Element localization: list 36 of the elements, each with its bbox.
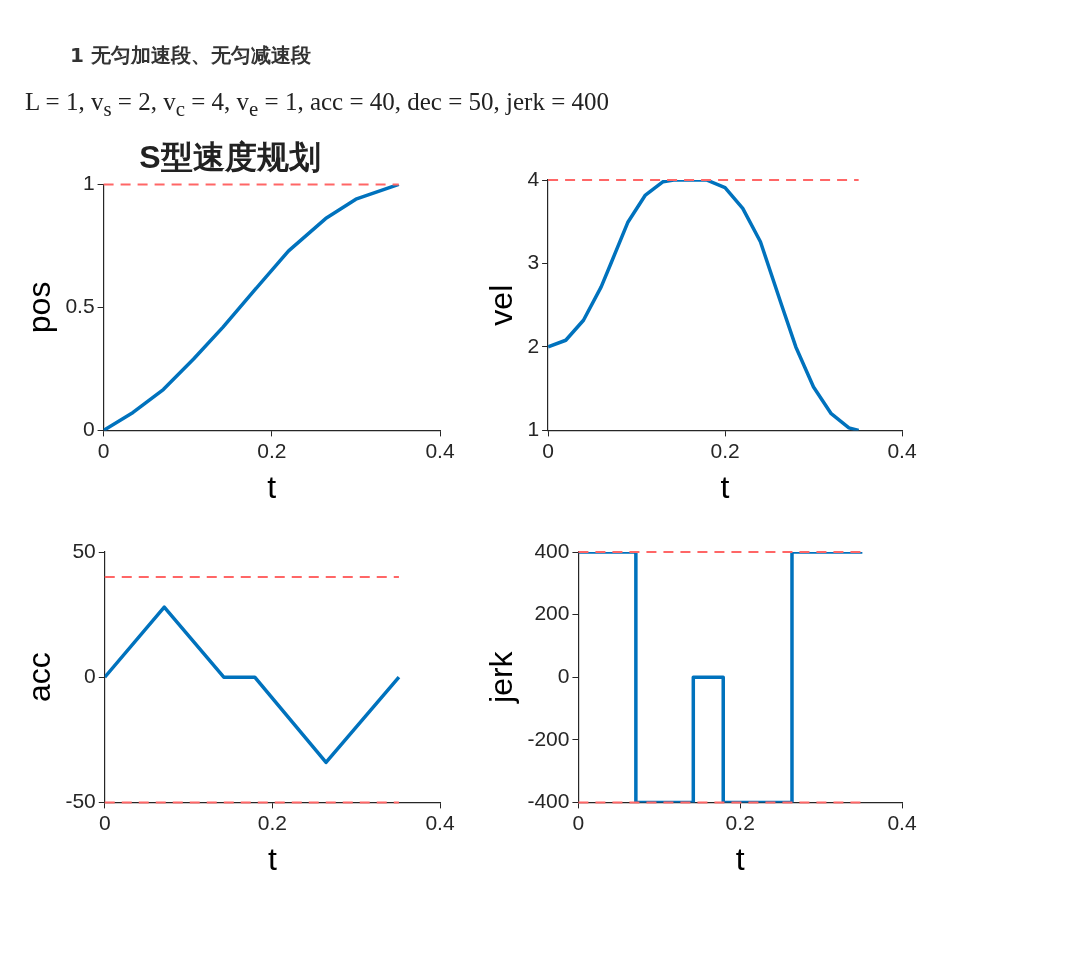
y-tick-label: 0 xyxy=(82,417,95,441)
x-axis-title: t xyxy=(267,468,277,505)
y-tick-label: 1 xyxy=(82,171,95,195)
x-tick-label: 0.4 xyxy=(887,810,917,834)
x-tick-label: 0.4 xyxy=(425,810,455,834)
y-tick-label: 3 xyxy=(527,250,540,274)
y-tick-label: -200 xyxy=(527,726,570,750)
text: L = 1, v$_{s}$ = 2, v$_{c}$ = 4, v$_{e}$ = 1, acc = 40, dec = 50, jerk = 400 xyxy=(25,88,610,122)
y-tick-label: 200 xyxy=(534,601,570,625)
y-tick-label: -50 xyxy=(65,789,96,813)
x-tick-label: 0.2 xyxy=(257,810,287,834)
y-tick-label: 0.5 xyxy=(65,294,95,318)
text: 1 无匀加速段、无匀减速段 xyxy=(70,42,311,69)
y-axis-title: acc xyxy=(21,652,58,703)
y-axis-title: pos xyxy=(21,281,58,334)
x-tick-label: 0.2 xyxy=(725,810,755,834)
x-axis-title: t xyxy=(720,468,730,505)
y-axis-title: jerk xyxy=(483,650,520,704)
y-tick-label: 50 xyxy=(72,538,96,562)
y-tick-label: 1 xyxy=(527,417,540,441)
y-tick-label: -400 xyxy=(527,789,570,813)
x-tick-label: 0.4 xyxy=(425,438,455,462)
x-tick-label: 0.2 xyxy=(257,438,287,462)
y-axis-title: vel xyxy=(483,284,520,326)
x-tick-label: 0.2 xyxy=(710,438,740,462)
x-axis-title: t xyxy=(267,840,277,877)
y-tick-label: 0 xyxy=(557,664,570,687)
y-tick-label: 400 xyxy=(534,538,570,562)
x-tick-label: 0 xyxy=(98,810,111,834)
chart-title: S型速度规划 xyxy=(139,139,321,176)
y-tick-label: 0 xyxy=(84,664,96,687)
x-tick-label: 0 xyxy=(572,810,585,834)
y-tick-label: 2 xyxy=(527,333,540,357)
x-tick-label: 0.4 xyxy=(887,438,917,462)
y-tick-label: 4 xyxy=(527,166,540,190)
x-axis-title: t xyxy=(735,840,745,877)
